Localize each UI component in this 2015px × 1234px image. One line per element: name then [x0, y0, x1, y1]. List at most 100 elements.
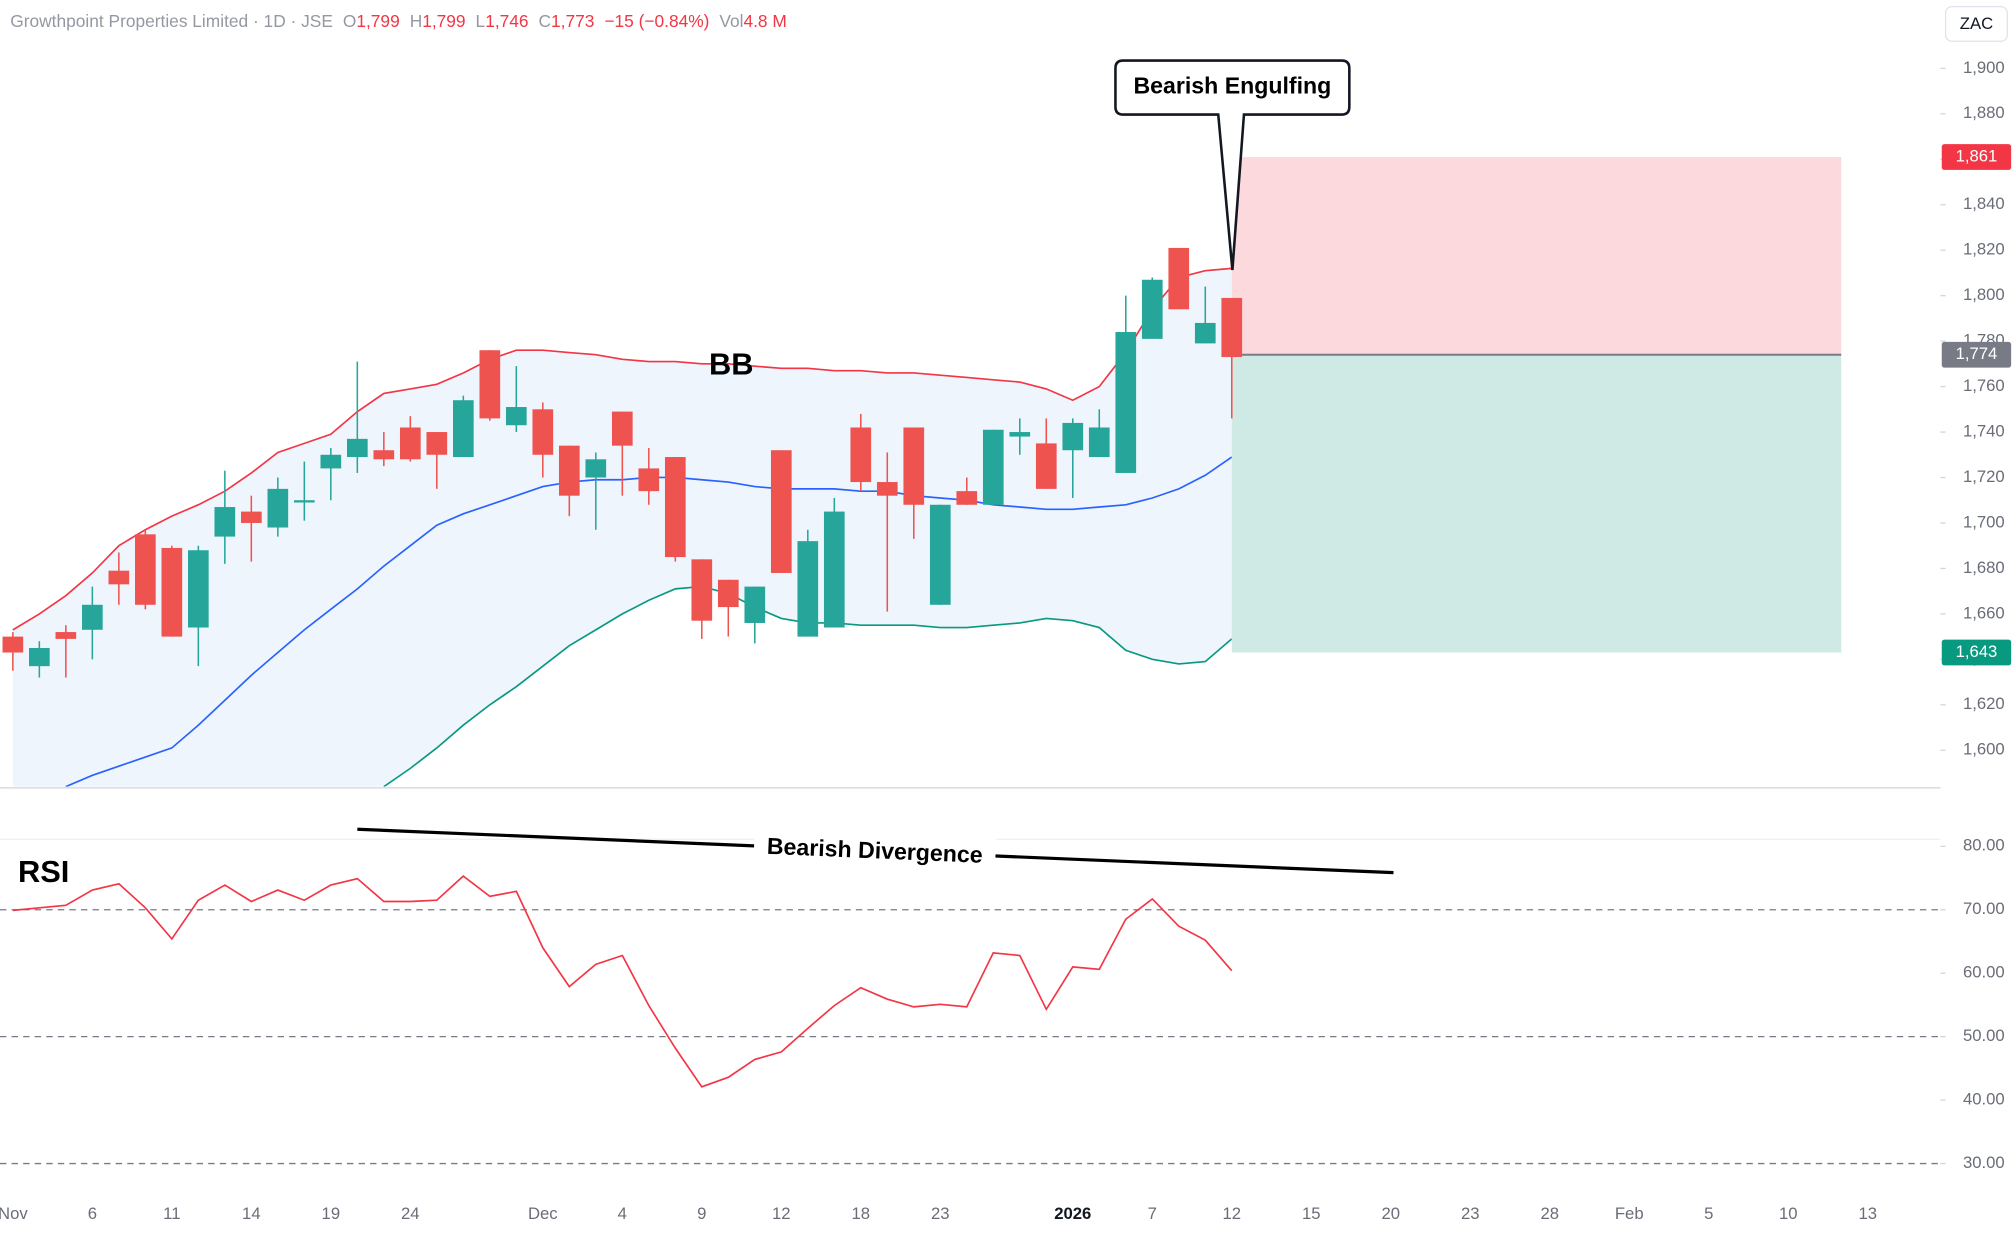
candle-body	[161, 547, 183, 637]
rsi-label: RSI	[18, 854, 69, 889]
candle-body	[267, 488, 289, 528]
indicator-label: BB	[709, 347, 754, 382]
candle-body	[1115, 332, 1137, 473]
ohlc-value: 1,773	[551, 11, 594, 31]
candle-body	[797, 541, 819, 637]
y-tick-label: 40.00	[1963, 1090, 2005, 1109]
candle-body	[1035, 443, 1057, 489]
x-tick-label: 7	[1148, 1204, 1157, 1223]
y-tick-label: 70.00	[1963, 899, 2005, 918]
candle-body	[770, 450, 792, 573]
divergence: Bearish Divergence	[357, 827, 1394, 875]
price-pane	[2, 157, 1842, 787]
candle-body	[876, 482, 898, 496]
y-tick-label: 1,680	[1963, 558, 2005, 577]
candle-body	[346, 438, 368, 458]
x-tick-label: 4	[618, 1204, 627, 1223]
y-tick-label: 1,820	[1963, 240, 2005, 259]
candle-body	[532, 409, 554, 455]
candle-body	[585, 459, 607, 478]
volume-value: 4.8 M	[743, 11, 786, 31]
axes: 1,6001,6201,6401,6601,6801,7001,7201,740…	[0, 58, 2012, 1223]
x-tick-label: 15	[1302, 1204, 1321, 1223]
candle-body	[82, 604, 103, 630]
x-tick-label: Nov	[0, 1204, 28, 1223]
candle-body	[1062, 422, 1084, 451]
price-label: 1,861	[1956, 146, 1998, 165]
change-value: −15 (−0.84%)	[604, 11, 709, 31]
y-tick-label: 1,660	[1963, 603, 2005, 622]
candle-body	[293, 500, 315, 503]
ohlc-label: O	[343, 11, 356, 31]
candle-body	[638, 468, 660, 492]
x-tick-label: 23	[931, 1204, 950, 1223]
candle-body	[1168, 247, 1190, 310]
x-tick-label: 18	[852, 1204, 871, 1223]
callout-text: Bearish Engulfing	[1133, 73, 1331, 99]
ohlc-label: C	[539, 11, 552, 31]
currency-label[interactable]: ZAC	[1960, 14, 1993, 33]
candle-body	[1194, 322, 1216, 344]
price-label: 1,774	[1956, 344, 1998, 363]
candle-body	[956, 491, 978, 505]
x-tick-label: Feb	[1615, 1204, 1644, 1223]
candle-body	[214, 507, 236, 537]
candle-body	[505, 407, 527, 426]
candle-body	[426, 432, 448, 455]
y-tick-label: 1,720	[1963, 467, 2005, 486]
target-zone	[1231, 354, 1842, 653]
price-label-box	[1941, 639, 2012, 666]
x-tick-label: 20	[1381, 1204, 1400, 1223]
candle-body	[929, 504, 951, 605]
candle-body	[823, 511, 845, 628]
candle-body	[664, 457, 686, 558]
ohlc-value: 1,746	[485, 11, 528, 31]
y-tick-label: 1,740	[1963, 421, 2005, 440]
currency-button-box[interactable]	[1944, 5, 2008, 42]
candle-body	[558, 445, 580, 496]
candle-body	[1141, 279, 1163, 339]
y-tick-label: 60.00	[1963, 963, 2005, 982]
x-tick-label: 19	[322, 1204, 341, 1223]
candle-body	[717, 579, 739, 608]
candle-body	[452, 400, 474, 458]
x-tick-label: 24	[401, 1204, 420, 1223]
candle-body	[479, 350, 501, 419]
candle-body	[55, 632, 77, 639]
candle-body	[982, 429, 1004, 505]
ohlc-label: H	[410, 11, 423, 31]
y-tick-label: 1,800	[1963, 285, 2005, 304]
y-tick-label: 30.00	[1963, 1153, 2005, 1172]
x-tick-label: 2026	[1054, 1204, 1091, 1223]
y-tick-label: 1,880	[1963, 103, 2005, 122]
candle-body	[373, 450, 395, 460]
rsi-pane	[0, 874, 1941, 1165]
candle-body	[135, 534, 156, 605]
ohlc-label: L	[476, 11, 486, 31]
stop-zone	[1231, 157, 1842, 355]
x-tick-label: 13	[1858, 1204, 1877, 1223]
symbol-title: Growthpoint Properties Limited · 1D · JS…	[10, 11, 333, 31]
x-tick-label: 28	[1540, 1204, 1559, 1223]
volume-label: Vol	[719, 11, 743, 31]
candle-body	[691, 559, 713, 621]
legend-header: Growthpoint Properties Limited · 1D · JS…	[10, 11, 787, 31]
divergence-text-bg	[753, 827, 997, 874]
y-tick-label: 1,760	[1963, 376, 2005, 395]
y-tick-label: 1,600	[1963, 740, 2005, 759]
y-tick-label: 1,620	[1963, 694, 2005, 713]
currency-button[interactable]: ZAC	[1944, 5, 2008, 42]
x-tick-label: 23	[1461, 1204, 1480, 1223]
y-tick-label: 1,840	[1963, 194, 2005, 213]
y-tick-label: 1,900	[1963, 58, 2005, 77]
y-tick-label: 80.00	[1963, 836, 2005, 855]
x-tick-label: 10	[1779, 1204, 1798, 1223]
x-tick-label: 14	[242, 1204, 261, 1223]
candle-body	[2, 636, 24, 653]
x-tick-label: 9	[697, 1204, 706, 1223]
price-label-box	[1941, 144, 2012, 170]
x-tick-label: Dec	[528, 1204, 558, 1223]
y-tick-label: 50.00	[1963, 1026, 2005, 1045]
candle-body	[744, 586, 766, 623]
